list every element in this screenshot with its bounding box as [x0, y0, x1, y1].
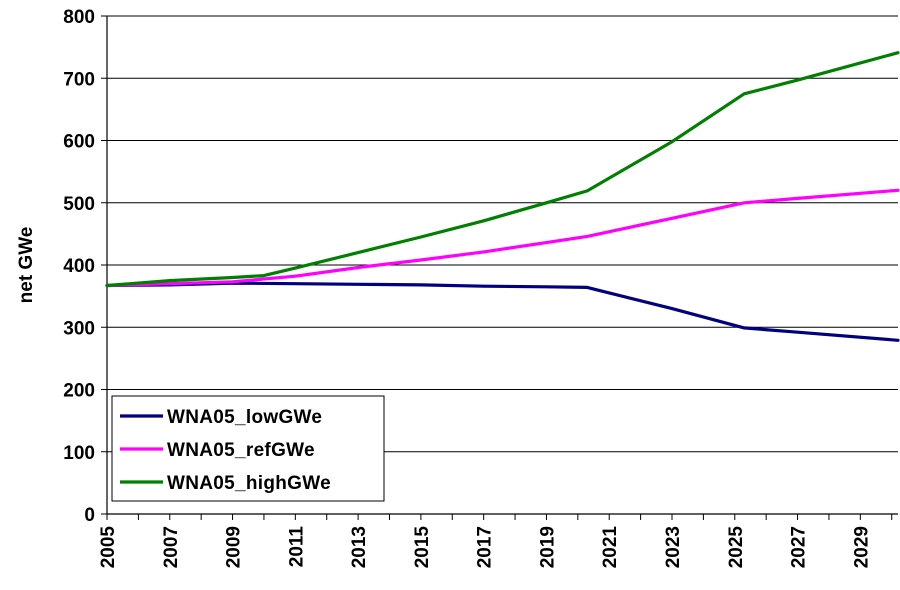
y-tick-label: 0	[84, 505, 95, 526]
y-tick-label: 400	[63, 256, 95, 277]
x-tick-label: 2029	[851, 526, 872, 568]
y-tick-label: 500	[63, 194, 95, 215]
series-line-WNA05_highGWe	[105, 51, 900, 288]
y-tick-label: 300	[63, 318, 95, 339]
legend-label: WNA05_refGWe	[167, 440, 315, 461]
legend-label: WNA05_highGWe	[167, 473, 331, 494]
x-tick-label: 2023	[663, 526, 684, 568]
legend: WNA05_lowGWe WNA05_refGWe WNA05_highGWe	[111, 395, 385, 502]
legend-label: WNA05_lowGWe	[167, 407, 322, 428]
x-tick-label: 2009	[224, 526, 245, 568]
y-tick-label: 600	[63, 132, 95, 153]
x-axis-tick-labels: 2005 2007 2009 2011 2013 2015 2017 2019 2021 2023…	[98, 526, 872, 569]
y-axis-title: net GWe	[16, 227, 37, 304]
y-axis-tick-labels: 0 100 200 300 400 500 600 700 800	[63, 7, 95, 526]
gridlines	[107, 15, 898, 453]
x-tick-label: 2019	[537, 526, 558, 568]
y-tick-label: 800	[63, 7, 95, 28]
x-tick-label: 2011	[286, 526, 307, 568]
y-tick-label: 100	[63, 443, 95, 464]
x-tick-label: 2007	[161, 526, 182, 568]
x-tick-label: 2015	[412, 526, 433, 569]
x-tick-label: 2027	[789, 526, 810, 568]
y-tick-label: 700	[63, 69, 95, 90]
x-tick-label: 2005	[98, 526, 119, 569]
x-tick-label: 2025	[726, 526, 747, 569]
series-line-WNA05_refGWe	[105, 188, 900, 288]
series-line-WNA05_lowGWe	[105, 281, 900, 342]
y-tick-label: 200	[63, 381, 95, 402]
axes	[101, 15, 898, 520]
x-tick-label: 2017	[475, 526, 496, 568]
x-tick-label: 2013	[349, 526, 370, 568]
series-lines	[105, 51, 900, 342]
x-tick-label: 2021	[600, 526, 621, 569]
